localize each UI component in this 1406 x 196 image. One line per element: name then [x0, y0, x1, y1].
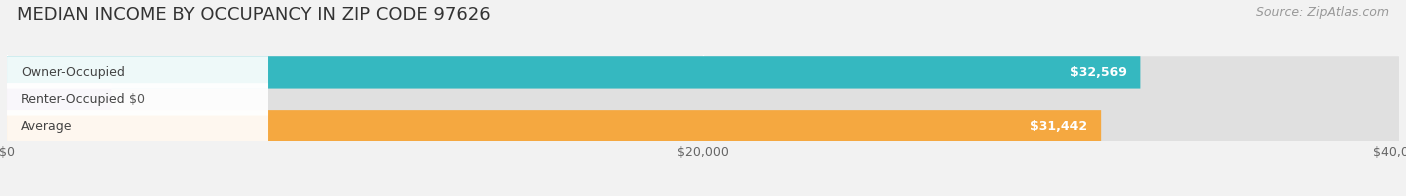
FancyBboxPatch shape	[7, 56, 1399, 89]
Text: $31,442: $31,442	[1031, 120, 1087, 133]
FancyBboxPatch shape	[7, 110, 1101, 142]
FancyBboxPatch shape	[7, 83, 1399, 115]
FancyBboxPatch shape	[7, 110, 269, 142]
Text: $0: $0	[129, 93, 145, 106]
FancyBboxPatch shape	[7, 83, 111, 115]
Text: Owner-Occupied: Owner-Occupied	[21, 66, 125, 79]
FancyBboxPatch shape	[7, 83, 269, 115]
Text: MEDIAN INCOME BY OCCUPANCY IN ZIP CODE 97626: MEDIAN INCOME BY OCCUPANCY IN ZIP CODE 9…	[17, 6, 491, 24]
Text: Renter-Occupied: Renter-Occupied	[21, 93, 125, 106]
Text: Source: ZipAtlas.com: Source: ZipAtlas.com	[1256, 6, 1389, 19]
FancyBboxPatch shape	[7, 56, 1140, 89]
FancyBboxPatch shape	[7, 56, 269, 89]
Text: Average: Average	[21, 120, 73, 133]
FancyBboxPatch shape	[7, 110, 1399, 142]
Text: $32,569: $32,569	[1070, 66, 1126, 79]
